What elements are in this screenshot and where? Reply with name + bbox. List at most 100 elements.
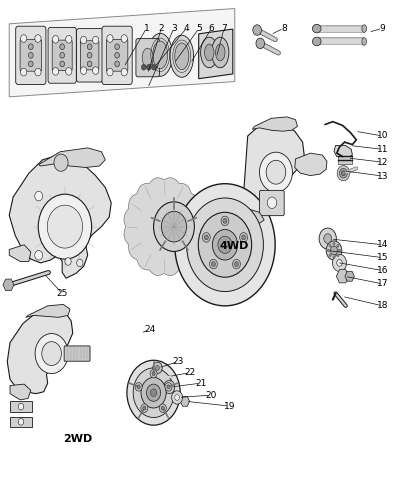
Circle shape xyxy=(141,64,146,70)
FancyBboxPatch shape xyxy=(102,26,132,84)
Circle shape xyxy=(329,254,331,257)
Polygon shape xyxy=(39,148,105,168)
Text: 8: 8 xyxy=(281,24,287,33)
FancyBboxPatch shape xyxy=(106,39,128,71)
Polygon shape xyxy=(338,156,352,164)
Circle shape xyxy=(339,168,347,178)
Circle shape xyxy=(153,362,162,373)
Polygon shape xyxy=(3,279,14,291)
Circle shape xyxy=(161,406,164,410)
Circle shape xyxy=(338,249,340,252)
Circle shape xyxy=(147,384,161,401)
Circle shape xyxy=(218,236,232,253)
Polygon shape xyxy=(180,396,190,406)
Circle shape xyxy=(141,404,148,412)
Circle shape xyxy=(38,194,92,259)
FancyBboxPatch shape xyxy=(52,40,72,71)
Circle shape xyxy=(165,383,172,391)
Circle shape xyxy=(331,246,337,255)
Circle shape xyxy=(66,36,72,43)
Polygon shape xyxy=(334,145,352,158)
Bar xyxy=(10,417,32,427)
Ellipse shape xyxy=(170,35,194,77)
Text: 20: 20 xyxy=(205,391,216,399)
Circle shape xyxy=(333,242,335,245)
Circle shape xyxy=(92,36,99,44)
Circle shape xyxy=(107,35,113,42)
Ellipse shape xyxy=(212,37,229,68)
Text: 19: 19 xyxy=(224,402,235,410)
Text: 22: 22 xyxy=(184,368,195,377)
Ellipse shape xyxy=(362,25,367,33)
Circle shape xyxy=(115,44,119,49)
Circle shape xyxy=(260,152,292,192)
Circle shape xyxy=(66,68,72,75)
Ellipse shape xyxy=(153,41,168,69)
Circle shape xyxy=(256,38,265,48)
Circle shape xyxy=(164,380,175,394)
Circle shape xyxy=(18,419,24,425)
Circle shape xyxy=(53,36,59,43)
Circle shape xyxy=(341,171,345,176)
Circle shape xyxy=(137,385,140,389)
FancyBboxPatch shape xyxy=(136,38,160,77)
Circle shape xyxy=(35,192,43,201)
Circle shape xyxy=(87,52,92,58)
Circle shape xyxy=(209,259,217,269)
Text: 12: 12 xyxy=(377,158,388,167)
Polygon shape xyxy=(248,209,264,223)
Ellipse shape xyxy=(201,37,218,68)
Circle shape xyxy=(162,211,186,242)
Polygon shape xyxy=(9,9,235,97)
Text: 11: 11 xyxy=(377,145,388,154)
Circle shape xyxy=(171,391,182,404)
Circle shape xyxy=(54,154,68,171)
FancyBboxPatch shape xyxy=(260,191,284,216)
Circle shape xyxy=(152,64,156,70)
Circle shape xyxy=(150,389,157,396)
Circle shape xyxy=(154,202,194,252)
Circle shape xyxy=(211,262,215,266)
Circle shape xyxy=(213,229,237,260)
Circle shape xyxy=(121,68,127,76)
Circle shape xyxy=(240,233,248,242)
Circle shape xyxy=(60,52,64,58)
Circle shape xyxy=(42,342,61,365)
Text: 24: 24 xyxy=(144,325,155,334)
FancyBboxPatch shape xyxy=(64,346,90,361)
Circle shape xyxy=(319,228,337,249)
Text: 25: 25 xyxy=(56,289,68,298)
Circle shape xyxy=(159,404,166,412)
Text: 10: 10 xyxy=(377,132,388,141)
Circle shape xyxy=(198,212,252,277)
Text: 1: 1 xyxy=(144,24,149,33)
Circle shape xyxy=(337,166,350,181)
FancyBboxPatch shape xyxy=(48,27,76,83)
Circle shape xyxy=(326,241,342,260)
Circle shape xyxy=(35,68,41,76)
Polygon shape xyxy=(345,271,354,281)
Circle shape xyxy=(167,384,171,390)
Circle shape xyxy=(35,251,43,260)
Polygon shape xyxy=(337,270,349,283)
Text: 4: 4 xyxy=(184,24,189,33)
FancyBboxPatch shape xyxy=(16,26,46,84)
Circle shape xyxy=(242,235,246,240)
Ellipse shape xyxy=(312,37,321,46)
Circle shape xyxy=(253,25,261,35)
Circle shape xyxy=(121,35,127,42)
Polygon shape xyxy=(199,29,233,79)
Circle shape xyxy=(329,244,331,247)
Ellipse shape xyxy=(312,24,321,33)
Circle shape xyxy=(150,369,157,378)
Polygon shape xyxy=(9,245,31,262)
Polygon shape xyxy=(124,178,204,276)
Circle shape xyxy=(175,395,179,400)
Text: 15: 15 xyxy=(377,253,388,262)
Circle shape xyxy=(18,403,24,410)
Ellipse shape xyxy=(148,34,172,76)
Circle shape xyxy=(28,52,33,58)
Circle shape xyxy=(202,233,210,242)
Circle shape xyxy=(60,61,64,67)
Text: 2WD: 2WD xyxy=(63,434,92,444)
